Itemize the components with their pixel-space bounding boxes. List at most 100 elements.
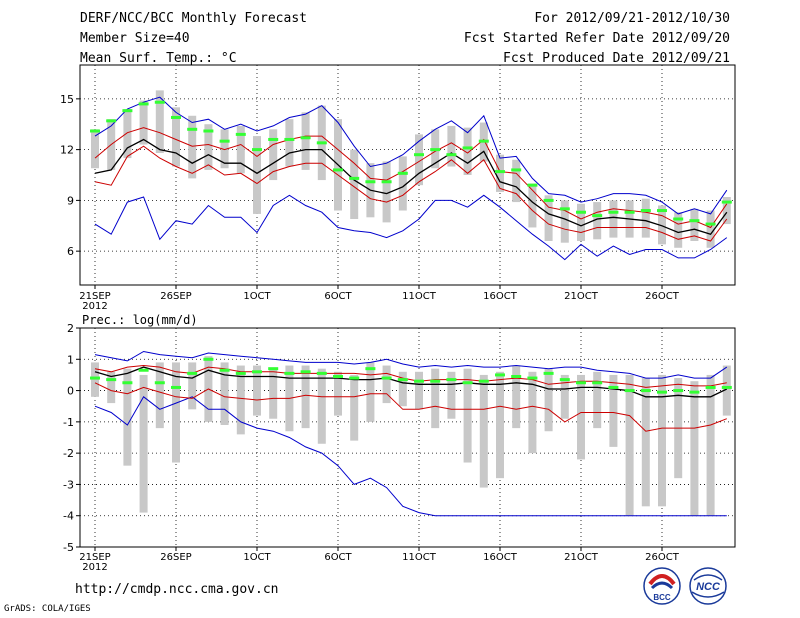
- prec-median-mark: [203, 357, 214, 361]
- temp-median-mark: [673, 217, 684, 221]
- prec-median-mark: [235, 371, 246, 375]
- prec-median-mark: [381, 376, 392, 380]
- prec-median-mark: [365, 367, 376, 371]
- prec-median-mark: [430, 379, 441, 383]
- temp-x-tick-label: 26SEP: [160, 291, 191, 302]
- prec-median-mark: [333, 374, 343, 378]
- prec-median-mark: [252, 370, 262, 374]
- prec-spread-box: [107, 371, 116, 404]
- prec-median-mark: [495, 373, 505, 377]
- prec-spread-box: [366, 362, 375, 422]
- prec-median-mark: [657, 390, 667, 394]
- prec-median-mark: [559, 378, 570, 382]
- prec-median-mark: [543, 371, 554, 375]
- prec-spread-box: [722, 365, 731, 416]
- prec-spread-box: [382, 365, 391, 404]
- temp-median-mark: [187, 127, 198, 131]
- bcc-logo-text: BCC: [653, 593, 671, 602]
- temp-plot-frame: [79, 64, 736, 286]
- prec-median-mark: [446, 378, 457, 382]
- member-size: Member Size=40: [80, 31, 190, 46]
- temp-median-mark: [252, 148, 262, 152]
- prec-median-mark: [90, 376, 100, 380]
- temp-min-line: [94, 194, 728, 261]
- temp-spread-box: [641, 198, 650, 238]
- header-left: DERF/NCC/BCC Monthly Forecast Member Siz…: [80, 9, 307, 69]
- prec-spread-box: [236, 365, 245, 435]
- prec-median-mark: [705, 385, 716, 389]
- temp-spread-box: [674, 212, 683, 248]
- temp-median-mark: [171, 115, 181, 119]
- prec-x-tick-label: 21OCT: [564, 552, 599, 563]
- produced-date: Fcst Produced Date 2012/09/21: [503, 51, 730, 66]
- temp-spread-box: [236, 125, 245, 174]
- temp-median-mark: [122, 109, 133, 113]
- prec-median-mark: [721, 385, 732, 389]
- temp-spread-box: [155, 90, 164, 153]
- ncc-logo-text: NCC: [696, 581, 721, 593]
- temp-spread-box: [285, 119, 294, 167]
- prec-lower-line: [94, 382, 727, 432]
- temp-median-mark: [592, 214, 603, 218]
- temp-spread-box: [722, 197, 731, 225]
- grads-credit: GrADS: COLA/IGES: [4, 604, 91, 614]
- temp-median-mark: [559, 207, 570, 211]
- prec-spread-box: [463, 368, 472, 463]
- prec-y-tick-label: -1: [63, 416, 74, 429]
- prec-median-mark: [268, 367, 279, 371]
- prec-spread-box: [317, 368, 326, 444]
- prec-plot-frame: [79, 327, 736, 548]
- prec-median-mark: [478, 379, 489, 383]
- prec-spread-box: [269, 368, 278, 419]
- temp-mean-line: [94, 138, 728, 235]
- prec-spread-box: [431, 368, 440, 429]
- temp-max-line: [94, 96, 728, 215]
- prec-min-line: [94, 396, 727, 517]
- temp-median-mark: [543, 198, 554, 202]
- temp-spread-box: [609, 200, 618, 238]
- temp-x-tick-label: 26OCT: [645, 291, 680, 302]
- temp-spread-box: [560, 200, 569, 243]
- temp-spread-box: [415, 134, 423, 186]
- prec-y-tick-label: -2: [63, 447, 74, 460]
- temp-median-mark: [608, 210, 619, 214]
- source-url[interactable]: http://cmdp.ncc.cma.gov.cn: [75, 582, 279, 597]
- prec-spread-box: [544, 368, 553, 432]
- temp-spread-box: [350, 149, 359, 219]
- prec-spread-box: [479, 374, 488, 488]
- prec-spread-box: [593, 371, 602, 429]
- temp-median-mark: [300, 136, 311, 140]
- prec-median-mark: [154, 381, 165, 385]
- prec-spread-box: [512, 365, 521, 429]
- prec-median-mark: [300, 370, 311, 374]
- prec-spread-box: [220, 362, 229, 425]
- temp-y-tick-label: 9: [67, 194, 74, 207]
- temp-median-mark: [462, 146, 473, 150]
- temp-spread-box: [253, 136, 261, 214]
- temp-median-mark: [478, 139, 489, 143]
- prec-median-mark: [592, 381, 603, 385]
- temp-spread-box: [577, 203, 585, 241]
- temp-spread-box: [447, 125, 456, 167]
- temp-median-mark: [349, 176, 360, 180]
- temp-median-mark: [511, 168, 522, 172]
- precip-title: Prec.: log(mm/d): [82, 313, 198, 327]
- prec-y-tick-label: 1: [67, 353, 74, 366]
- temp-spread-box: [496, 154, 504, 192]
- temp-median-mark: [235, 132, 246, 136]
- prec-median-mark: [219, 368, 230, 372]
- prec-spread-box: [447, 371, 456, 419]
- temp-median-mark: [268, 137, 279, 141]
- prec-upper-line: [94, 364, 727, 388]
- prec-median-mark: [608, 385, 619, 389]
- ncc-logo: NCC: [689, 567, 727, 605]
- prec-spread-box: [560, 374, 569, 419]
- temp-spread-box: [463, 127, 472, 175]
- prec-median-mark: [171, 385, 181, 389]
- temp-median-mark: [527, 183, 538, 187]
- temp-median-mark: [397, 171, 408, 175]
- temp-x-tick-label: 6OCT: [324, 291, 352, 302]
- temp-median-mark: [414, 153, 424, 157]
- temp-spread-box: [593, 202, 602, 240]
